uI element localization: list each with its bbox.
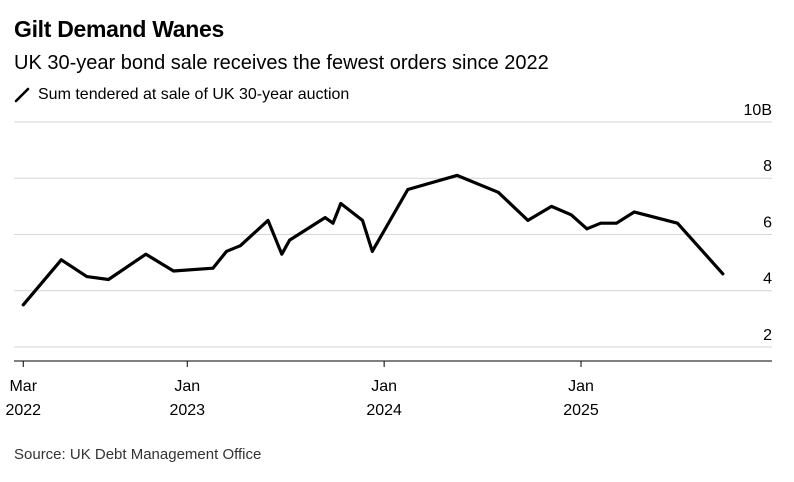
x-tick-label: Mar — [9, 378, 37, 395]
data-point — [585, 227, 589, 231]
x-tick-label: Jan — [568, 378, 594, 395]
data-point — [225, 249, 229, 253]
data-point — [331, 221, 335, 225]
source-note: Source: UK Debt Management Office — [14, 446, 262, 463]
data-point — [144, 252, 148, 256]
x-axis: Mar 2022 Jan 2023 Jan 2024 Jan 2025 — [5, 360, 772, 419]
data-point — [569, 213, 573, 217]
y-tick-label: 4 — [763, 271, 772, 288]
data-point — [455, 174, 459, 177]
data-point — [211, 266, 215, 270]
data-point — [526, 219, 530, 222]
data-point — [339, 202, 343, 205]
y-axis: 10B 8 6 4 2 — [744, 102, 773, 344]
data-point — [632, 210, 636, 214]
data-point — [361, 219, 364, 222]
legend: Sum tendered at sale of UK 30-year aucti… — [14, 86, 349, 104]
y-tick-label: 8 — [763, 158, 772, 175]
y-tick-label: 2 — [763, 327, 772, 344]
data-point — [280, 252, 284, 256]
data-point — [59, 258, 63, 262]
data-point — [172, 269, 175, 273]
x-tick-label: 2024 — [366, 402, 402, 419]
data-point — [406, 188, 410, 191]
data-point — [323, 216, 327, 220]
data-point — [85, 275, 89, 279]
series-line — [21, 173, 725, 307]
data-point — [21, 303, 25, 307]
data-point — [370, 249, 374, 253]
x-tick-label: Jan — [371, 378, 397, 395]
legend-label: Sum tendered at sale of UK 30-year aucti… — [38, 86, 350, 103]
data-point — [676, 221, 679, 225]
x-tick-label: 2023 — [169, 402, 205, 419]
series-layer — [21, 173, 725, 307]
data-point — [239, 244, 242, 248]
chart-title: Gilt Demand Wanes — [14, 16, 225, 42]
y-tick-label: 6 — [763, 214, 772, 231]
x-tick-label: 2022 — [5, 402, 41, 419]
x-tick-label: Jan — [174, 378, 200, 395]
data-point — [615, 221, 618, 225]
x-tick-label: 2025 — [563, 402, 599, 419]
y-tick-label: 10B — [744, 102, 772, 119]
gridlines — [14, 121, 772, 348]
data-point — [107, 278, 110, 281]
chart-subtitle: UK 30-year bond sale receives the fewest… — [14, 52, 549, 74]
legend-line-icon — [14, 87, 30, 103]
data-point — [266, 219, 270, 222]
data-point — [550, 204, 553, 208]
data-point — [599, 221, 603, 225]
data-point — [721, 272, 725, 276]
data-point — [288, 238, 292, 242]
data-point — [496, 190, 500, 194]
